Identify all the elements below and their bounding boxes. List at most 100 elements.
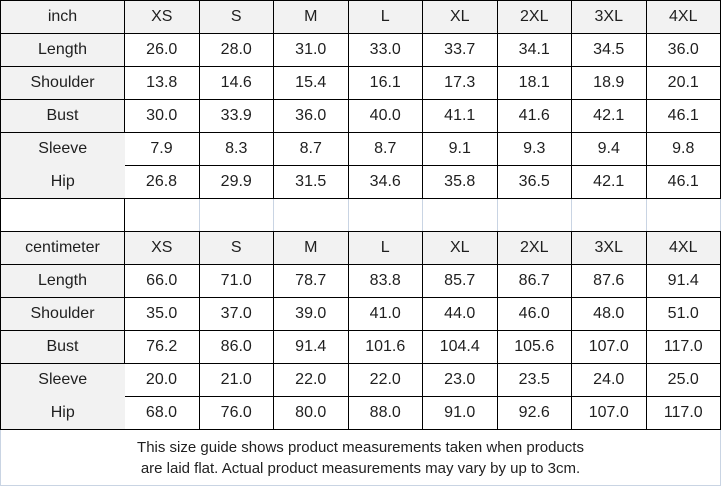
value-cell: 8.7	[347, 132, 423, 166]
size-header-cell: L	[347, 231, 423, 265]
value-cell: 8.7	[273, 132, 349, 166]
value-cell: 42.1	[571, 165, 647, 199]
value-cell: 41.1	[422, 99, 498, 133]
value-cell: 101.6	[347, 330, 423, 364]
footer-row: This size guide shows product measuremen…	[0, 429, 721, 486]
value-cell: 104.4	[422, 330, 498, 364]
size-header-cell: 2XL	[496, 231, 572, 265]
value-cell: 46.0	[496, 297, 572, 331]
value-cell: 76.2	[124, 330, 200, 364]
size-header-cell: M	[273, 0, 349, 34]
spacer-cell	[124, 198, 200, 232]
unit-label-cell: inch	[0, 0, 125, 34]
value-cell: 33.0	[347, 33, 423, 67]
value-cell: 35.0	[124, 297, 200, 331]
spacer-cell	[273, 198, 349, 232]
value-cell: 36.5	[496, 165, 572, 199]
value-cell: 25.0	[645, 363, 721, 397]
spacer-label-cell	[0, 198, 125, 232]
value-cell: 91.0	[422, 396, 498, 430]
measurement-row: Length 66.0 71.0 78.7 83.8 85.7 86.7 87.…	[0, 264, 721, 298]
spacer-section	[0, 198, 721, 232]
row-label-cell: Hip	[0, 165, 125, 199]
value-cell: 7.9	[124, 132, 200, 166]
value-cell: 66.0	[124, 264, 200, 298]
value-cell: 37.0	[198, 297, 274, 331]
size-header-cell: 4XL	[645, 0, 721, 34]
value-cell: 26.8	[124, 165, 200, 199]
value-cell: 88.0	[347, 396, 423, 430]
size-header-cell: 2XL	[496, 0, 572, 34]
value-cell: 39.0	[273, 297, 349, 331]
footer-note-line1: This size guide shows product measuremen…	[137, 438, 584, 456]
value-cell: 31.5	[273, 165, 349, 199]
value-cell: 9.3	[496, 132, 572, 166]
size-header-cell: S	[198, 0, 274, 34]
value-cell: 9.4	[571, 132, 647, 166]
value-cell: 41.0	[347, 297, 423, 331]
measurement-row: Sleeve 7.9 8.3 8.7 8.7 9.1 9.3 9.4 9.8	[0, 132, 721, 166]
value-cell: 28.0	[198, 33, 274, 67]
measurement-row: Length 26.0 28.0 31.0 33.0 33.7 34.1 34.…	[0, 33, 721, 67]
measurement-row: Shoulder 35.0 37.0 39.0 41.0 44.0 46.0 4…	[0, 297, 721, 331]
value-cell: 24.0	[571, 363, 647, 397]
value-cell: 36.0	[645, 33, 721, 67]
value-cell: 34.6	[347, 165, 423, 199]
value-cell: 34.5	[571, 33, 647, 67]
spacer-row	[0, 198, 721, 232]
measurement-row: Sleeve 20.0 21.0 22.0 22.0 23.0 23.5 24.…	[0, 363, 721, 397]
value-cell: 68.0	[124, 396, 200, 430]
value-cell: 91.4	[273, 330, 349, 364]
value-cell: 9.1	[422, 132, 498, 166]
value-cell: 30.0	[124, 99, 200, 133]
value-cell: 21.0	[198, 363, 274, 397]
value-cell: 33.7	[422, 33, 498, 67]
size-header-row: centimeter XS S M L XL 2XL 3XL 4XL	[0, 231, 721, 265]
size-header-row: inch XS S M L XL 2XL 3XL 4XL	[0, 0, 721, 34]
unit-label-cell: centimeter	[0, 231, 125, 265]
value-cell: 87.6	[571, 264, 647, 298]
row-label-cell: Bust	[0, 330, 125, 364]
value-cell: 46.1	[645, 165, 721, 199]
row-label-cell: Length	[0, 264, 125, 298]
row-label-cell: Sleeve	[0, 363, 125, 397]
value-cell: 18.9	[571, 66, 647, 100]
value-cell: 9.8	[645, 132, 721, 166]
value-cell: 105.6	[496, 330, 572, 364]
value-cell: 14.6	[198, 66, 274, 100]
size-header-cell: 3XL	[571, 0, 647, 34]
spacer-cell	[645, 198, 721, 232]
size-header-cell: XS	[124, 0, 200, 34]
value-cell: 23.0	[422, 363, 498, 397]
value-cell: 117.0	[645, 330, 721, 364]
centimeter-section: centimeter XS S M L XL 2XL 3XL 4XL Lengt…	[0, 231, 721, 430]
value-cell: 16.1	[347, 66, 423, 100]
value-cell: 22.0	[273, 363, 349, 397]
size-header-cell: M	[273, 231, 349, 265]
measurement-row: Hip 26.8 29.9 31.5 34.6 35.8 36.5 42.1 4…	[0, 165, 721, 199]
value-cell: 83.8	[347, 264, 423, 298]
value-cell: 107.0	[571, 396, 647, 430]
value-cell: 48.0	[571, 297, 647, 331]
row-label-cell: Length	[0, 33, 125, 67]
value-cell: 91.4	[645, 264, 721, 298]
spacer-cell	[496, 198, 572, 232]
value-cell: 85.7	[422, 264, 498, 298]
value-cell: 41.6	[496, 99, 572, 133]
spacer-cell	[422, 198, 498, 232]
value-cell: 18.1	[496, 66, 572, 100]
value-cell: 23.5	[496, 363, 572, 397]
value-cell: 117.0	[645, 396, 721, 430]
value-cell: 15.4	[273, 66, 349, 100]
measurement-row: Bust 30.0 33.9 36.0 40.0 41.1 41.6 42.1 …	[0, 99, 721, 133]
footer-section: This size guide shows product measuremen…	[0, 429, 721, 486]
row-label-cell: Shoulder	[0, 66, 125, 100]
measurement-row: Bust 76.2 86.0 91.4 101.6 104.4 105.6 10…	[0, 330, 721, 364]
row-label-cell: Hip	[0, 396, 125, 430]
value-cell: 80.0	[273, 396, 349, 430]
value-cell: 86.0	[198, 330, 274, 364]
measurement-row: Shoulder 13.8 14.6 15.4 16.1 17.3 18.1 1…	[0, 66, 721, 100]
inch-section: inch XS S M L XL 2XL 3XL 4XL Length 26.0…	[0, 0, 721, 199]
value-cell: 76.0	[198, 396, 274, 430]
size-header-cell: XS	[124, 231, 200, 265]
